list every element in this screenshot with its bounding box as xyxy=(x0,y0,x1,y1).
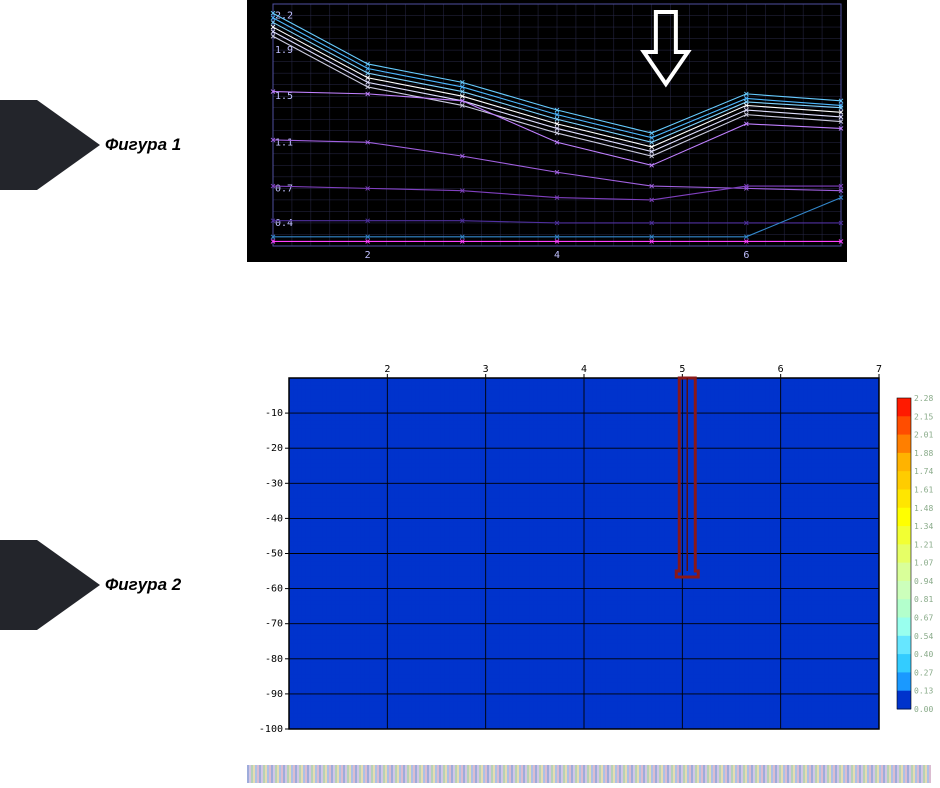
figure1-label: Фигура 1 xyxy=(105,135,181,155)
figure2-label: Фигура 2 xyxy=(105,575,181,595)
svg-text:0.7: 0.7 xyxy=(275,183,293,194)
figure2-chart: 234567-10-20-30-40-50-60-70-80-90-1002.2… xyxy=(247,360,937,735)
noise-bar xyxy=(247,765,931,783)
svg-text:4: 4 xyxy=(554,250,560,261)
figure1-chart: 0.40.71.11.51.92.2246 xyxy=(247,0,847,262)
svg-text:6: 6 xyxy=(743,250,749,261)
svg-text:1.9: 1.9 xyxy=(275,45,293,56)
svg-text:0.4: 0.4 xyxy=(275,218,293,229)
svg-text:1.5: 1.5 xyxy=(275,91,293,102)
arrow-tag-2 xyxy=(0,540,100,630)
arrow-tag-1 xyxy=(0,100,100,190)
svg-text:1.1: 1.1 xyxy=(275,137,293,148)
svg-text:2: 2 xyxy=(365,250,371,261)
